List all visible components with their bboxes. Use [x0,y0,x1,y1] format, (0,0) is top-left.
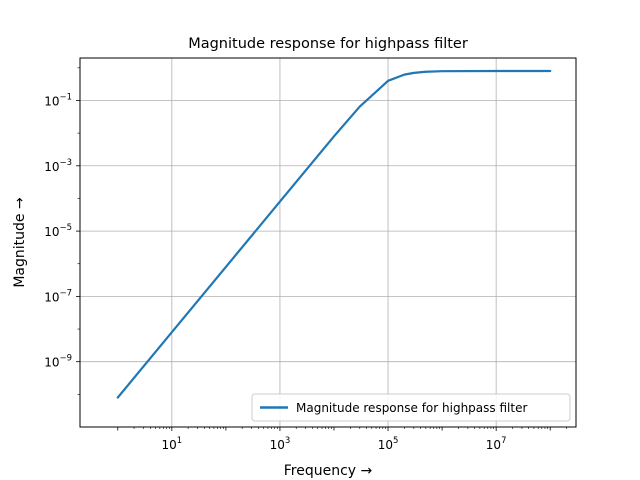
x-axis-label: Frequency → [284,463,373,479]
plot-frame [79,57,577,428]
x-tick-label: 105 [378,436,399,452]
y-axis-ticks: 10−1 10−3 10−5 10−7 10−9 [44,67,80,395]
series-line [116,69,552,399]
y-axis-label: Magnitude → [12,197,28,288]
chart-title: Magnitude response for highpass filter [188,36,468,52]
y-tick-label: 10−5 [44,223,72,239]
plot-series [116,69,552,399]
legend-box [251,393,571,422]
y-tick-label: 10−7 [44,288,72,304]
x-tick-label: 101 [161,436,182,452]
y-tick-label: 10−3 [44,158,72,174]
y-tick-label: 10−9 [44,354,72,370]
legend: Magnitude response for highpass filter [251,393,571,422]
y-tick-label: 10−1 [44,92,72,108]
x-axis-ticks: 101 103 105 107 [117,427,567,452]
x-tick-label: 107 [486,436,507,452]
x-tick-label: 103 [270,436,291,452]
grid [80,58,576,427]
legend-label: Magnitude response for highpass filter [296,401,527,415]
